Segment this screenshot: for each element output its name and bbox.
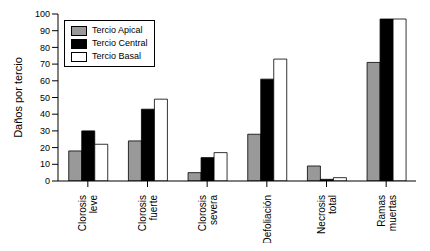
svg-text:Defoliación: Defoliación: [261, 195, 272, 243]
svg-text:90: 90: [40, 26, 50, 36]
svg-text:10: 10: [40, 159, 50, 169]
svg-text:30: 30: [40, 126, 50, 136]
svg-text:Clorosissevera: Clorosissevera: [196, 195, 218, 232]
html-text:Tercio Basal: Tercio Basal: [92, 51, 141, 61]
svg-text:20: 20: [40, 143, 50, 153]
svg-text:60: 60: [40, 76, 50, 86]
svg-text:50: 50: [40, 93, 50, 103]
svg-text:Clorosisleve: Clorosisleve: [77, 195, 99, 232]
svg-text:100: 100: [35, 9, 50, 19]
html-text:Tercio Central: Tercio Central: [92, 38, 148, 48]
svg-text:Clorosisfuerte: Clorosisfuerte: [137, 195, 159, 232]
svg-text:0: 0: [45, 176, 50, 186]
svg-text:Ramasmuertas: Ramasmuertas: [375, 195, 397, 231]
svg-text:Necrosistotal: Necrosistotal: [316, 195, 338, 234]
svg-text:80: 80: [40, 43, 50, 53]
svg-text:40: 40: [40, 109, 50, 119]
html-text:Tercio Apical: Tercio Apical: [92, 25, 143, 35]
svg-text:70: 70: [40, 59, 50, 69]
svg-text:Daños por tercio: Daños por tercio: [12, 57, 24, 138]
